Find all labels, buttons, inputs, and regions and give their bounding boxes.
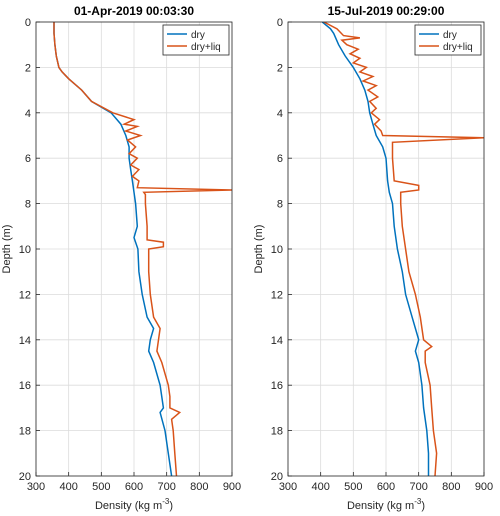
y-tick-label: 14 — [271, 335, 283, 347]
axes-box — [35, 21, 233, 477]
y-tick-label: 8 — [25, 199, 31, 211]
x-tick-label: 300 — [279, 481, 297, 493]
y-tick-label: 2 — [277, 62, 283, 74]
legend-label: dry+liq — [191, 42, 221, 53]
legend-label: dry — [191, 30, 205, 41]
y-tick-label: 0 — [277, 17, 283, 29]
x-axis-label: Density (kg m-3) — [95, 497, 173, 512]
y-tick-label: 0 — [25, 17, 31, 29]
legend-box — [162, 24, 230, 56]
y-tick-label: 18 — [19, 426, 31, 438]
line-series — [321, 22, 430, 476]
chart-title: 01-Apr-2019 00:03:30 — [74, 4, 194, 18]
x-tick-label: 600 — [125, 481, 143, 493]
legend-box — [414, 24, 482, 56]
x-axis-label-text: Density (kg m — [347, 500, 414, 512]
y-tick-label: 16 — [271, 380, 283, 392]
y-tick-label: 20 — [19, 471, 31, 483]
x-axis-label-sup: -3 — [414, 497, 422, 506]
y-tick-label: 12 — [271, 289, 283, 301]
x-tick-label: 900 — [475, 481, 493, 493]
chart-title: 15-Jul-2019 00:29:00 — [328, 4, 445, 18]
line-series — [53, 22, 232, 476]
x-axis-label-sup: -3 — [162, 497, 170, 506]
x-tick-label: 800 — [442, 481, 460, 493]
x-axis-label-tail: ) — [421, 500, 425, 512]
legend-label: dry — [443, 30, 457, 41]
y-tick-label: 18 — [271, 426, 283, 438]
y-tick-label: 10 — [19, 244, 31, 256]
y-tick-label: 20 — [271, 471, 283, 483]
y-tick-label: 4 — [25, 108, 31, 120]
y-tick-label: 12 — [19, 289, 31, 301]
y-tick-label: 10 — [271, 244, 283, 256]
y-tick-label: 14 — [19, 335, 31, 347]
x-axis-label-tail: ) — [169, 500, 173, 512]
axes-box — [287, 21, 485, 477]
y-tick-label: 2 — [25, 62, 31, 74]
x-tick-label: 400 — [311, 481, 329, 493]
x-tick-label: 700 — [409, 481, 427, 493]
legend-label: dry+liq — [443, 42, 473, 53]
y-tick-label: 6 — [25, 153, 31, 165]
x-tick-label: 900 — [223, 481, 241, 493]
y-axis-label: Depth (m) — [253, 225, 265, 274]
x-tick-label: 300 — [27, 481, 45, 493]
line-series — [323, 22, 484, 476]
y-tick-label: 16 — [19, 380, 31, 392]
x-tick-label: 500 — [92, 481, 110, 493]
x-tick-label: 400 — [59, 481, 77, 493]
subplot: 300 400 500 600 700 800 900 0 2 4 6 8 10 12 14 16 18 20 15… — [253, 4, 493, 512]
x-tick-label: 700 — [157, 481, 175, 493]
y-tick-label: 8 — [277, 199, 283, 211]
x-tick-label: 500 — [344, 481, 362, 493]
y-tick-label: 6 — [277, 153, 283, 165]
y-tick-label: 4 — [277, 108, 283, 120]
x-axis-label-text: Density (kg m — [95, 500, 162, 512]
x-axis-label: Density (kg m-3) — [347, 497, 425, 512]
x-tick-label: 600 — [377, 481, 395, 493]
x-tick-label: 800 — [190, 481, 208, 493]
y-axis-label: Depth (m) — [1, 225, 13, 274]
subplot: 300 400 500 600 700 800 900 0 2 4 6 8 10 12 14 16 18 20 01… — [1, 4, 241, 512]
